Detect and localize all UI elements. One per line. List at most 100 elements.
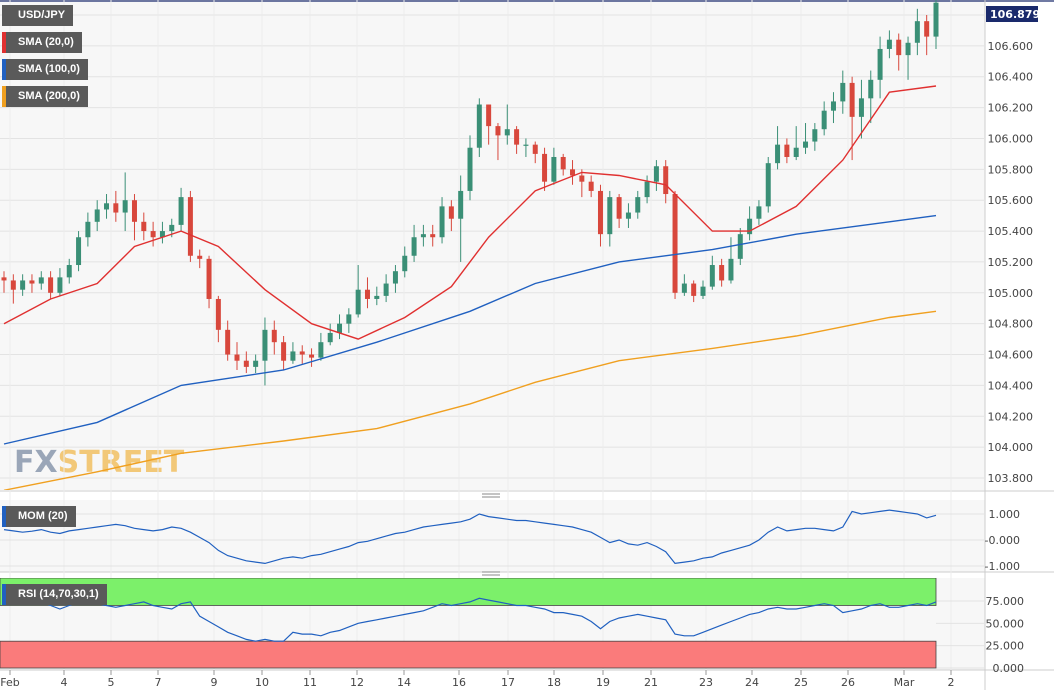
candles xyxy=(1,0,939,490)
rsi-tick-label: 50.000 xyxy=(986,617,1025,630)
candle-body xyxy=(234,354,240,361)
candle-body xyxy=(448,206,454,219)
price-tick-label: 106.000 xyxy=(988,132,1034,145)
candle-body xyxy=(803,141,809,148)
candle-body xyxy=(346,314,352,324)
price-tick-label: 104.800 xyxy=(988,318,1034,331)
mom-tick-label: -1.000 xyxy=(985,560,1020,573)
candle-body xyxy=(551,156,557,182)
candle-body xyxy=(579,175,585,182)
price-tick-label: 105.400 xyxy=(988,225,1034,238)
candle-body xyxy=(756,206,762,219)
candle-body xyxy=(597,190,603,235)
mom-series xyxy=(3,509,937,565)
price-tick-label: 104.200 xyxy=(988,410,1034,423)
candle-body xyxy=(57,277,63,293)
price-tick-label: 103.800 xyxy=(988,472,1034,485)
candle-body xyxy=(243,360,249,367)
candle-body xyxy=(299,351,305,355)
sma-100-line xyxy=(3,214,937,445)
candle-body xyxy=(616,197,622,219)
candle-body xyxy=(141,221,147,232)
candle-body xyxy=(700,286,706,296)
candle-body xyxy=(737,234,743,259)
time-tick-label: 19 xyxy=(596,676,610,689)
candle-body xyxy=(747,218,753,235)
time-tick-label: 17 xyxy=(501,676,515,689)
candle-body xyxy=(131,200,137,222)
candle-body xyxy=(1,277,7,281)
time-tick-label: 2 xyxy=(948,676,955,689)
candle-body xyxy=(169,224,175,232)
candle-body xyxy=(355,289,361,315)
candle-body xyxy=(197,255,203,259)
mom-tick-label: 1.000 xyxy=(989,508,1021,521)
candle-body xyxy=(765,163,771,207)
time-tick-label: 18 xyxy=(547,676,561,689)
candle-body xyxy=(318,342,324,358)
candle-body xyxy=(635,197,641,213)
candle-body xyxy=(933,2,939,37)
rsi-title[interactable]: RSI (14,70,30,1) xyxy=(2,584,107,605)
price-tick-label: 106.600 xyxy=(988,40,1034,53)
candle-body xyxy=(262,329,268,361)
candle-body xyxy=(858,98,864,117)
candle-body xyxy=(225,329,231,355)
legend-item[interactable]: SMA (20,0) xyxy=(2,32,82,53)
time-tick-label: 23 xyxy=(699,676,713,689)
candle-body xyxy=(719,265,725,281)
candle-body xyxy=(458,190,464,219)
candle-body xyxy=(849,82,855,117)
candle-body xyxy=(253,360,259,367)
candle-body xyxy=(504,129,510,136)
candle-body xyxy=(896,39,902,56)
last-price-badge xyxy=(986,6,1038,22)
sma-200-line xyxy=(3,310,937,490)
candle-body xyxy=(821,110,827,130)
time-tick-label: Feb xyxy=(0,676,19,689)
candle-body xyxy=(113,203,119,213)
legend-item[interactable]: SMA (200,0) xyxy=(2,86,88,107)
legend-item[interactable]: SMA (100,0) xyxy=(2,59,88,80)
resize-handle-1[interactable] xyxy=(482,493,500,498)
mom-title[interactable]: MOM (20) xyxy=(2,506,76,527)
candle-body xyxy=(784,144,790,157)
price-tick-label: 105.000 xyxy=(988,287,1034,300)
mom-tick-label: -0.000 xyxy=(985,534,1020,547)
candle-body xyxy=(532,144,538,154)
candle-body xyxy=(271,329,277,343)
mom-line xyxy=(3,509,937,565)
candle-body xyxy=(10,280,16,290)
price-tick-label: 106.200 xyxy=(988,102,1034,115)
candle-body xyxy=(709,265,715,287)
last-price-label: 106.879 xyxy=(990,8,1040,21)
candle-body xyxy=(402,255,408,272)
price-tick-label: 106.400 xyxy=(988,71,1034,84)
candle-body xyxy=(38,277,44,284)
candle-body xyxy=(66,265,72,278)
candle-body xyxy=(48,277,54,293)
rsi-tick-label: 25.000 xyxy=(986,640,1025,653)
legend-item[interactable]: USD/JPY xyxy=(2,5,74,26)
candle-body xyxy=(793,147,799,157)
candle-body xyxy=(364,289,370,299)
candle-body xyxy=(495,126,501,136)
price-tick-label: 105.200 xyxy=(988,256,1034,269)
candle-body xyxy=(625,212,631,219)
rsi-oversold-zone xyxy=(0,640,937,669)
candle-body xyxy=(187,197,193,256)
time-tick-label: 11 xyxy=(303,676,317,689)
candle-body xyxy=(886,39,892,49)
rsi-overbought-zone xyxy=(0,578,937,606)
rsi-tick-label: 0.000 xyxy=(993,662,1025,675)
candle-body xyxy=(644,181,650,198)
candle-body xyxy=(924,21,930,37)
resize-handle-2[interactable] xyxy=(482,571,500,576)
candle-body xyxy=(663,166,669,195)
candle-body xyxy=(840,82,846,102)
candle-body xyxy=(542,153,548,182)
time-tick-label: 26 xyxy=(841,676,855,689)
candle-body xyxy=(383,283,389,296)
price-tick-label: 104.000 xyxy=(988,441,1034,454)
